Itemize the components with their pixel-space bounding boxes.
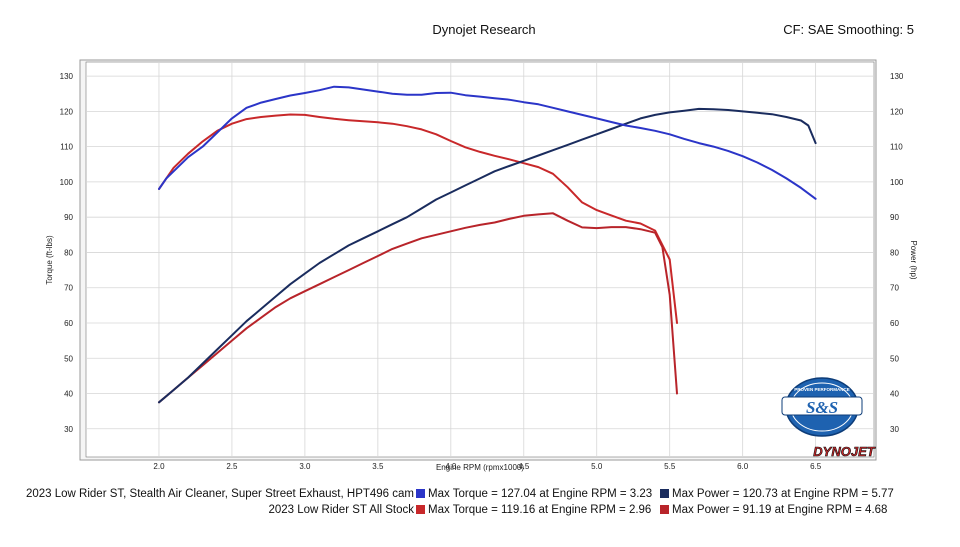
- series-layer: [158, 85, 817, 404]
- x-tick-label: 2.5: [226, 462, 238, 471]
- y-tick-label-right: 70: [890, 284, 899, 293]
- y-tick-label-left: 130: [60, 72, 74, 81]
- y-tick-label-right: 50: [890, 354, 899, 363]
- legend-item: Max Power = 120.73 at Engine RPM = 5.77: [660, 488, 894, 500]
- series-line-power-3: [158, 212, 678, 404]
- x-tick-label: 6.5: [810, 462, 822, 471]
- y-tick-label-left: 100: [60, 178, 74, 187]
- y-tick-label-left: 50: [64, 354, 73, 363]
- series-line-torque-2: [158, 113, 678, 324]
- legend-swatch: [660, 489, 669, 498]
- tick-labels: 2.0 2.5 3.0 3.5 4.0 4.5 5.0 5.5 6.0 6.5 30 30 40 40 50…: [60, 72, 904, 471]
- correction-factor-label: CF: SAE Smoothing: 5: [783, 22, 914, 37]
- x-tick-label: 5.0: [591, 462, 603, 471]
- y-tick-label-left: 60: [64, 319, 73, 328]
- legend-swatch: [416, 505, 425, 514]
- y-tick-label-right: 30: [890, 425, 899, 434]
- x-tick-label: 4.0: [445, 462, 457, 471]
- y-tick-label-left: 110: [60, 143, 73, 152]
- y-axis-label-right: Power (hp): [909, 240, 918, 279]
- x-tick-label: 5.5: [664, 462, 676, 471]
- y-tick-label-left: 30: [64, 425, 73, 434]
- ss-logo-ring-text: PROVEN PERFORMANCE: [794, 387, 850, 392]
- ss-logo-banner: [781, 396, 863, 416]
- y-tick-label-left: 80: [64, 248, 73, 257]
- x-tick-label: 2.0: [153, 462, 165, 471]
- x-tick-label: 6.0: [737, 462, 749, 471]
- series-line-power-1: [158, 107, 817, 404]
- chart-title: Dynojet Research: [432, 22, 536, 37]
- plot-area: [85, 61, 875, 458]
- dynojet-logo: DYNOJET: [813, 444, 876, 460]
- legend-run-label: 2023 Low Rider ST, Stealth Air Cleaner, …: [25, 488, 414, 500]
- y-tick-label-right: 60: [890, 319, 899, 328]
- legend-item-label: Max Power = 91.19 at Engine RPM = 4.68: [672, 504, 888, 516]
- legend-item-label: Max Torque = 127.04 at Engine RPM = 3.23: [428, 488, 653, 500]
- x-tick-label: 3.5: [372, 462, 384, 471]
- legend-run-label: 2023 Low Rider ST All Stock: [268, 504, 414, 516]
- y-axis-label-left: Torque (ft-lbs): [45, 235, 54, 285]
- y-tick-label-left: 70: [64, 284, 73, 293]
- dynojet-logo-text: DYNOJET: [813, 444, 875, 459]
- y-tick-label-left: 90: [64, 213, 73, 222]
- legend-item: Max Torque = 127.04 at Engine RPM = 3.23: [416, 488, 652, 500]
- legend-item-label: Max Power = 120.73 at Engine RPM = 5.77: [672, 488, 894, 500]
- ss-logo-text: S&S: [806, 398, 838, 417]
- x-axis-label: Engine RPM (rpmx1000): [436, 463, 524, 472]
- legend-item: Max Power = 91.19 at Engine RPM = 4.68: [660, 504, 887, 516]
- y-tick-label-left: 120: [60, 107, 74, 116]
- y-tick-label-right: 80: [890, 248, 899, 257]
- y-tick-label-right: 40: [890, 390, 899, 399]
- y-tick-label-right: 90: [890, 213, 899, 222]
- legend-row-modified: 2023 Low Rider ST, Stealth Air Cleaner, …: [0, 488, 960, 504]
- legend-swatch: [416, 489, 425, 498]
- legend-item-label: Max Torque = 119.16 at Engine RPM = 2.96: [428, 504, 652, 516]
- y-tick-label-right: 130: [890, 72, 904, 81]
- y-tick-label-right: 120: [890, 107, 904, 116]
- ss-logo: PROVEN PERFORMANCE S&S: [781, 377, 863, 437]
- y-tick-label-right: 110: [890, 143, 903, 152]
- legend-row-stock: 2023 Low Rider ST All Stock Max Torque =…: [0, 504, 960, 520]
- series-line-torque-0: [158, 85, 817, 200]
- x-tick-label: 3.0: [299, 462, 311, 471]
- x-tick-label: 4.5: [518, 462, 530, 471]
- y-tick-label-right: 100: [890, 178, 904, 187]
- legend-swatch: [660, 505, 669, 514]
- y-tick-label-left: 40: [64, 390, 73, 399]
- legend-item: Max Torque = 119.16 at Engine RPM = 2.96: [416, 504, 651, 516]
